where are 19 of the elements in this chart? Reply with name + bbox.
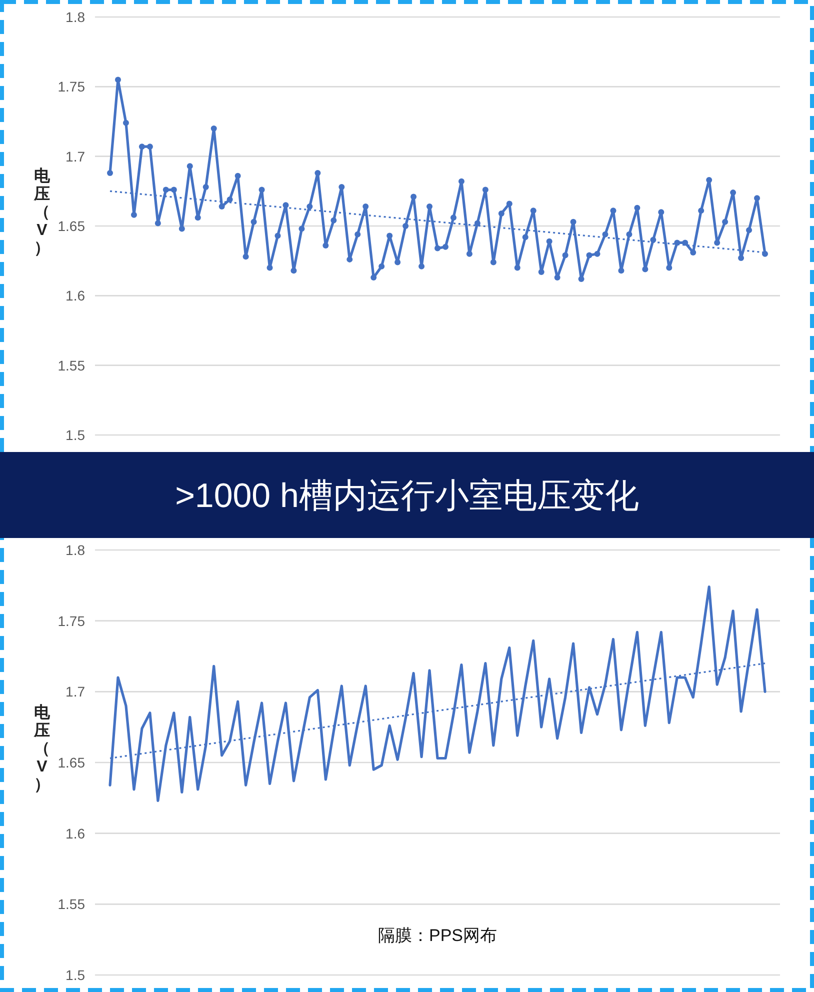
y-tick-label: 1.7 (66, 148, 86, 164)
y-tick-label: 1.55 (58, 896, 86, 912)
line-series (108, 586, 766, 802)
y-tick-label: 1.8 (66, 542, 86, 558)
y-axis-title: 电压（V） (33, 167, 51, 257)
y-tick-label: 1.65 (58, 218, 86, 234)
y-tick-label: 1.6 (66, 288, 86, 304)
y-axis-title: 电压（V） (33, 704, 51, 794)
y-tick-label: 1.65 (58, 754, 86, 770)
annotation: 隔膜：PPS网布 (378, 926, 498, 945)
y-tick-label: 1.55 (58, 357, 86, 374)
y-tick-label: 1.5 (66, 427, 86, 443)
y-tick-label: 1.7 (66, 684, 86, 700)
y-tick-label: 1.5 (66, 967, 86, 983)
y-tick-label: 1.8 (66, 9, 86, 25)
y-tick-label: 1.75 (58, 612, 86, 629)
chart-title: >1000 h槽内运行小室电压变化 (175, 477, 639, 515)
y-tick-label: 1.6 (66, 825, 86, 842)
y-tick-label: 1.75 (58, 78, 86, 95)
